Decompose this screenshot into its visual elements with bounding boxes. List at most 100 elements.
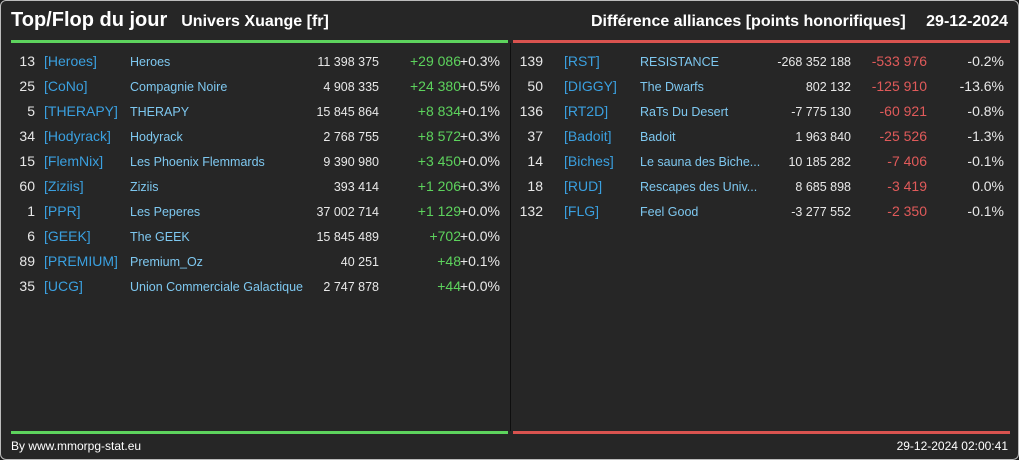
rank-cell: 6	[27, 228, 35, 244]
alliance-tag-link[interactable]: [Heroes]	[44, 53, 97, 69]
percent-cell: +0.3%	[459, 178, 500, 194]
list-item: 37 [Badoit] Badoit 1 963 840 -25 526 -1.3%	[513, 124, 1010, 149]
list-item: 1 [PPR] Les Peperes 37 002 714 +1 129 +0.0%	[11, 199, 508, 224]
list-item: 35 [UCG] Union Commerciale Galactique 2 747…	[11, 274, 508, 299]
points-cell: 2 747 878	[323, 280, 379, 294]
alliance-tag-link[interactable]: [Biches]	[564, 153, 614, 169]
alliance-name-link[interactable]: RESISTANCE	[640, 55, 719, 69]
diff-cell: +48	[437, 253, 461, 269]
alliance-tag-link[interactable]: [THERAPY]	[44, 103, 118, 119]
rank-cell: 89	[19, 253, 35, 269]
alliance-name-link[interactable]: Les Phoenix Flemmards	[130, 155, 265, 169]
alliance-name-link[interactable]: The Dwarfs	[640, 80, 704, 94]
diff-cell: -60 921	[879, 103, 927, 119]
alliance-name-link[interactable]: Rescapes des Univ...	[640, 180, 758, 194]
diff-cell: -2 350	[887, 203, 927, 219]
alliance-tag-link[interactable]: [CoNo]	[44, 78, 88, 94]
diff-cell: -3 419	[887, 178, 927, 194]
alliance-tag-link[interactable]: [Hodyrack]	[44, 128, 111, 144]
alliance-name-link[interactable]: THERAPY	[130, 105, 190, 119]
alliance-name-link[interactable]: Badoit	[640, 130, 676, 144]
diff-cell: +8 572	[417, 128, 461, 144]
diff-cell: +3 450	[417, 153, 461, 169]
alliance-tag-link[interactable]: [Ziziis]	[44, 178, 84, 194]
points-cell: 15 845 489	[316, 230, 379, 244]
alliance-tag-link[interactable]: [DIGGY]	[564, 78, 617, 94]
alliance-name-link[interactable]: Heroes	[130, 55, 171, 69]
universe-subtitle: Univers Xuange [fr]	[181, 13, 329, 30]
flop-bottom-bar	[513, 431, 1010, 434]
alliance-name-link[interactable]: Les Peperes	[130, 205, 201, 219]
points-cell: -3 277 552	[791, 205, 851, 219]
page-title: Top/Flop du jour	[11, 9, 168, 31]
list-item: 18 [RUD] Rescapes des Univ... 8 685 898 -3 4…	[513, 174, 1010, 199]
rank-cell: 1	[27, 203, 35, 219]
diff-cell: -7 406	[887, 153, 927, 169]
percent-cell: +0.0%	[459, 278, 500, 294]
diff-cell: -125 910	[871, 78, 927, 94]
list-item: 139 [RST] RESISTANCE -268 352 188 -533 976 -0…	[513, 49, 1010, 74]
percent-cell: +0.0%	[459, 203, 500, 219]
points-cell: 802 132	[805, 80, 851, 94]
alliance-name-link[interactable]: Hodyrack	[130, 130, 183, 144]
alliance-tag-link[interactable]: [RT2D]	[564, 103, 609, 119]
points-cell: 15 845 864	[316, 105, 379, 119]
points-cell: 9 390 980	[323, 155, 379, 169]
percent-cell: +0.1%	[459, 103, 500, 119]
percent-cell: -0.1%	[967, 153, 1004, 169]
alliance-name-link[interactable]: Union Commerciale Galactique	[130, 280, 303, 294]
alliance-tag-link[interactable]: [UCG]	[44, 278, 83, 294]
list-item: 6 [GEEK] The GEEK 15 845 489 +702 +0.0%	[11, 224, 508, 249]
list-item: 14 [Biches] Le sauna des Biche... 10 185 28…	[513, 149, 1010, 174]
alliance-tag-link[interactable]: [PREMIUM]	[44, 253, 118, 269]
percent-cell: +0.3%	[459, 53, 500, 69]
percent-cell: +0.5%	[459, 78, 500, 94]
alliance-tag-link[interactable]: [GEEK]	[44, 228, 91, 244]
list-item: 136 [RT2D] RaTs Du Desert -7 775 130 -60 921…	[513, 99, 1010, 124]
alliance-tag-link[interactable]: [PPR]	[44, 203, 81, 219]
generated-timestamp: 29-12-2024 02:00:41	[896, 439, 1008, 453]
alliance-tag-link[interactable]: [RST]	[564, 53, 600, 69]
percent-cell: -0.8%	[967, 103, 1004, 119]
credit-link[interactable]: By www.mmorpg-stat.eu	[11, 439, 142, 453]
points-cell: 8 685 898	[795, 180, 851, 194]
points-cell: 11 398 375	[317, 55, 379, 69]
percent-cell: -1.3%	[967, 128, 1004, 144]
diff-cell: +1 206	[417, 178, 461, 194]
points-cell: 2 768 755	[323, 130, 379, 144]
alliance-tag-link[interactable]: [FLG]	[564, 203, 600, 219]
list-item: 15 [FlemNix] Les Phoenix Flemmards 9 390 98…	[11, 149, 508, 174]
alliance-tag-link[interactable]: [FlemNix]	[44, 153, 104, 169]
percent-cell: +0.0%	[459, 153, 500, 169]
rank-cell: 5	[27, 103, 35, 119]
diff-cell: +29 086	[410, 53, 461, 69]
rank-cell: 136	[519, 103, 543, 119]
percent-cell: 0.0%	[972, 178, 1004, 194]
date-label: 29-12-2024	[926, 13, 1008, 30]
rank-cell: 35	[19, 278, 35, 294]
diff-cell: +1 129	[417, 203, 461, 219]
alliance-name-link[interactable]: Feel Good	[640, 205, 699, 219]
rank-cell: 132	[519, 203, 543, 219]
flop-list: 139 [RST] RESISTANCE -268 352 188 -533 976 -0…	[513, 49, 1010, 224]
percent-cell: +0.3%	[459, 128, 500, 144]
rank-cell: 60	[19, 178, 35, 194]
list-item: 13 [Heroes] Heroes 11 398 375 +29 086 +0.3%	[11, 49, 508, 74]
diff-cell: +8 834	[417, 103, 461, 119]
alliance-name-link[interactable]: Le sauna des Biche...	[640, 155, 761, 169]
list-item: 5 [THERAPY] THERAPY 15 845 864 +8 834 +0.1%	[11, 99, 508, 124]
alliance-name-link[interactable]: Premium_Oz	[130, 255, 203, 269]
alliance-name-link[interactable]: Ziziis	[130, 180, 159, 194]
alliance-name-link[interactable]: The GEEK	[130, 230, 190, 244]
alliance-name-link[interactable]: Compagnie Noire	[130, 80, 228, 94]
list-item: 34 [Hodyrack] Hodyrack 2 768 755 +8 572 +0.3%	[11, 124, 508, 149]
alliance-tag-link[interactable]: [RUD]	[564, 178, 603, 194]
points-cell: 40 251	[340, 255, 379, 269]
percent-cell: -13.6%	[959, 78, 1004, 94]
alliance-name-link[interactable]: RaTs Du Desert	[640, 105, 729, 119]
rank-cell: 34	[19, 128, 35, 144]
flop-accent-bar	[513, 40, 1010, 43]
alliance-tag-link[interactable]: [Badoit]	[564, 128, 612, 144]
points-cell: -7 775 130	[791, 105, 851, 119]
